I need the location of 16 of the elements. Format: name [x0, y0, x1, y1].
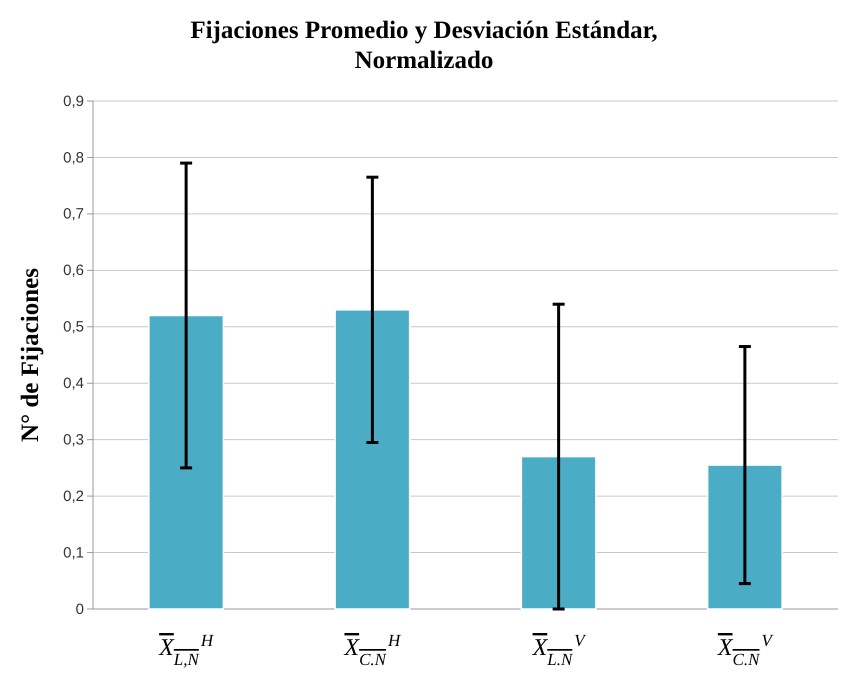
y-tick-label: 0 [76, 600, 84, 618]
y-tick-label: 0,6 [63, 262, 84, 280]
y-tick-label: 0,4 [63, 375, 84, 392]
bar [148, 314, 224, 610]
y-tick-label: 0,8 [63, 149, 84, 166]
y-tick-label: 0,1 [63, 544, 84, 562]
bar [706, 464, 783, 610]
y-axis-title: N° de Fijaciones [17, 268, 44, 442]
y-tick-label: 0,2 [63, 488, 84, 505]
y-tick-label: 0,5 [63, 318, 84, 336]
bar [520, 456, 597, 610]
y-tick-label: 0,3 [63, 431, 84, 448]
bar [334, 309, 410, 610]
y-tick-label: 0,9 [63, 92, 84, 110]
y-tick-label: 0,7 [63, 206, 84, 223]
chart-title: Fijaciones Promedio y Desviación Estándar, Normalizado [190, 17, 658, 74]
